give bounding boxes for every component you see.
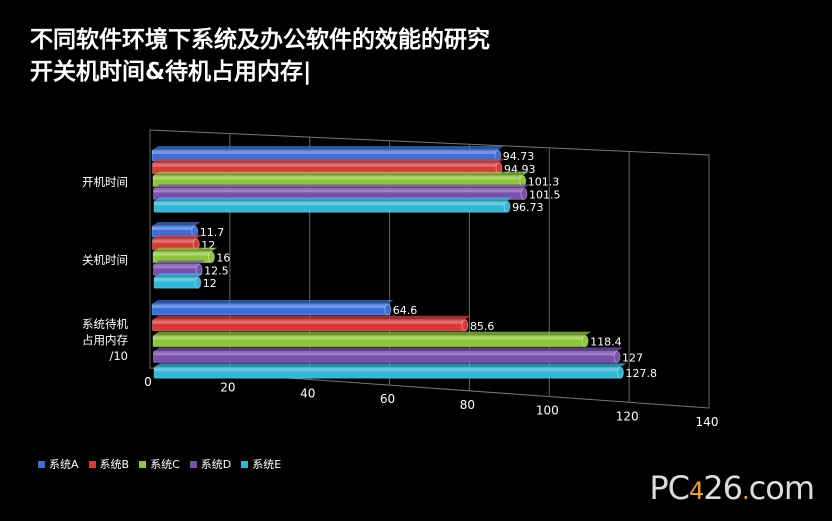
legend-label: 系统A [49,458,79,471]
watermark-logo: PC426.com [649,469,815,507]
data-label: 64.6 [393,304,418,317]
bar-highlight [153,176,523,180]
bar-end [616,366,624,379]
bar-highlight [154,202,508,206]
bar-top [154,197,514,202]
data-label: 101.5 [529,188,561,201]
data-label: 96.73 [512,201,544,214]
legend-swatch [38,460,45,468]
bar-top [154,273,204,278]
bar-top [153,260,206,265]
bar-top [153,184,530,189]
data-label: 127.8 [625,367,657,380]
x-tick-label: 0 [144,375,152,389]
bar-top [153,331,592,336]
bar-end [194,276,202,289]
bar-top [152,222,201,226]
bar-highlight [153,189,524,193]
bar-highlight [153,336,586,340]
bar-highlight [153,352,618,356]
category-label: 开机时间 [82,175,128,189]
bar-top [152,158,505,163]
chart-legend: 系统A 系统B 系统C 系统D 系统E [38,456,281,472]
x-tick-label: 80 [460,398,475,412]
category-label: 关机时间 [82,253,128,267]
bar-top [152,146,504,150]
bar-top [152,234,203,239]
legend-swatch [189,460,197,468]
bar-highlight [152,320,465,324]
legend-item: 系统C [139,456,180,472]
data-label: 11.7 [200,226,225,239]
bar-end [461,319,469,332]
legend-item: 系统D [189,456,232,472]
bar-top [153,247,218,252]
bar-top [152,315,471,320]
bar-highlight [153,252,212,256]
bar-top [153,347,624,352]
bar-end [613,350,621,363]
title-line-2: 开关机时间&待机占用内存| [30,59,312,85]
legend-label: 系统B [99,458,130,471]
legend-label: 系统D [200,458,232,471]
bar-highlight [153,265,200,269]
x-tick-label: 100 [536,404,559,418]
data-label: 127 [622,351,643,364]
bar-end [384,303,392,316]
data-label: 101.3 [528,176,560,189]
bar-top [154,363,627,368]
chart-title: 不同软件环境下系统及办公软件的效能的研究 开关机时间&待机占用内存| [30,24,490,88]
category-label: 占用内存 [82,333,128,347]
bar-highlight [152,305,388,308]
title-line-1: 不同软件环境下系统及办公软件的效能的研究 [30,27,490,53]
x-tick-label: 120 [616,409,639,423]
data-label: 16 [216,252,230,265]
bar-end [520,187,528,200]
bar-highlight [152,163,499,167]
data-label: 85.6 [470,320,495,333]
legend-swatch [139,460,147,468]
legend-item: 系统B [88,456,130,472]
bar-highlight [152,151,498,154]
legend-swatch [88,460,96,468]
bar-end [207,251,215,264]
bar-highlight [154,278,198,282]
data-label: 12.5 [204,264,229,277]
category-label: 系统待机 [82,317,128,331]
x-tick-label: 40 [300,386,315,400]
legend-swatch [241,460,249,468]
x-tick-label: 20 [220,381,235,395]
x-tick-label: 140 [696,415,719,429]
bar-end [581,335,589,348]
x-tick-label: 60 [380,392,395,406]
bar-highlight [154,368,621,372]
legend-item: 系统A [38,456,79,472]
category-label: /10 [109,349,128,363]
data-label: 118.4 [590,336,622,349]
data-label: 94.73 [503,150,535,163]
bar-end [503,200,511,213]
legend-label: 系统C [150,458,180,471]
legend-item: 系统E [241,456,281,472]
bar-highlight [152,239,197,243]
legend-label: 系统E [252,458,282,471]
bar-top [152,300,394,304]
data-label: 12 [203,277,217,290]
bar-highlight [152,227,195,230]
bar-top [153,171,529,176]
